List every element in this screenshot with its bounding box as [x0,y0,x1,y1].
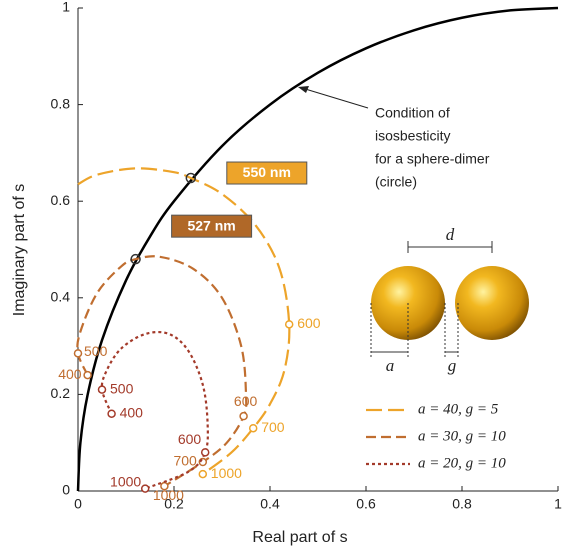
x-tick-label: 0.2 [164,496,184,512]
wavelength-marker [97,385,107,394]
wavelength-marker [73,349,83,358]
wavelength-label: 700 [261,419,285,435]
x-tick-label: 0 [74,496,82,512]
wavelength-marker [140,484,150,493]
y-tick-label: 0.6 [51,192,71,208]
wavelength-marker [284,320,294,329]
arrow [301,87,369,109]
y-tick-label: 0.4 [51,289,71,305]
callout-point [130,253,141,265]
wavelength-label: 1000 [110,473,141,489]
callout-point [185,172,197,184]
x-axis-label: Real part of s [252,529,347,546]
arrow-head [298,86,309,93]
wavelength-label: 500 [110,380,134,396]
wavelength-label: 600 [297,315,321,331]
wavelength-label: 400 [58,366,82,382]
circle-note: (circle) [375,174,417,190]
wavelength-label: 400 [120,404,144,420]
inset-label: a [386,356,395,375]
x-tick-label: 1 [554,496,562,512]
callout-label: 550 nm [243,164,291,180]
legend-label: a = 30, g = 10 [418,428,506,444]
x-tick-label: 0.4 [260,496,280,512]
y-tick-label: 0.2 [51,385,71,401]
wavelength-label: 600 [234,393,258,409]
circle-note: isosbesticity [375,128,450,144]
x-tick-label: 0.6 [356,496,376,512]
sphere [455,266,529,340]
inset-label: d [446,225,455,244]
inset-label: g [448,356,457,375]
y-tick-label: 1 [62,0,70,15]
wavelength-marker [200,448,210,457]
curve [76,6,559,492]
callout-label: 527 nm [187,217,235,233]
inset: d a g [370,225,529,375]
circle-note: for a sphere-dimer [375,151,490,167]
wavelength-marker [248,423,258,433]
callout-box [171,214,253,238]
wavelength-marker [83,370,92,380]
y-tick-label: 0 [62,482,70,498]
wavelength-marker [239,411,248,421]
curve [77,167,291,475]
wavelength-marker [107,409,116,418]
wavelength-marker [198,469,208,479]
legend-label: a = 20, g = 10 [418,455,506,471]
wavelength-label: 500 [84,343,108,359]
callout-box [226,161,308,185]
y-tick-label: 0.8 [51,95,71,111]
x-tick-label: 0.8 [452,496,472,512]
circle-note: Condition of [375,105,450,121]
wavelength-label: 700 [173,453,197,469]
wavelength-label: 1000 [153,487,184,503]
wavelength-label: 1000 [211,465,242,481]
y-axis-label: Imaginary part of s [11,184,28,317]
legend-label: a = 40, g = 5 [418,401,499,417]
wavelength-label: 600 [178,431,202,447]
curve [76,255,248,488]
